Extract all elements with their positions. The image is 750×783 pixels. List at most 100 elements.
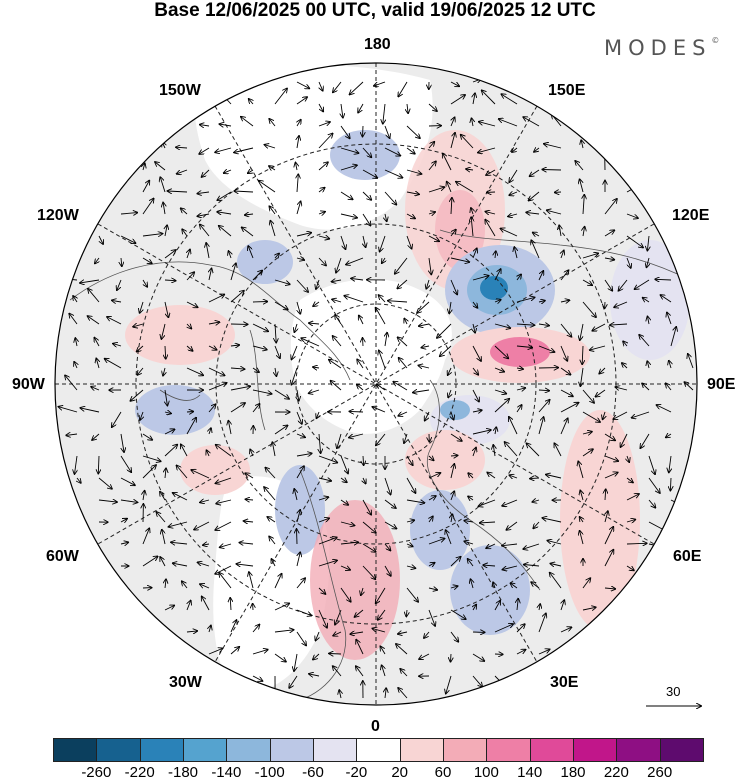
wind-arrow xyxy=(217,212,232,214)
wind-arrow xyxy=(197,192,210,194)
wind-arrow xyxy=(294,489,297,501)
wind-arrow xyxy=(164,301,168,317)
wind-arrow xyxy=(604,550,613,567)
wind-arrow xyxy=(494,399,509,413)
wind-arrow xyxy=(614,301,628,307)
wind-arrow xyxy=(313,367,320,368)
wind-arrow xyxy=(252,650,268,655)
wind-arrow xyxy=(75,338,77,347)
wind-arrow xyxy=(296,279,308,292)
wind-arrow xyxy=(275,323,276,343)
wind-arrow xyxy=(511,583,518,589)
wind-arrow xyxy=(318,236,329,239)
wind-arrow xyxy=(429,257,431,274)
wind-arrow xyxy=(648,499,655,508)
wind-arrow xyxy=(398,337,408,347)
wind-arrow xyxy=(398,688,408,699)
wind-arrow xyxy=(530,169,540,176)
wind-arrow xyxy=(461,135,474,149)
wind-arrow xyxy=(156,512,166,523)
wind-arrow xyxy=(346,257,364,265)
wind-arrow xyxy=(604,279,612,291)
wind-arrow xyxy=(296,466,304,479)
wind-arrow xyxy=(406,192,419,194)
wind-arrow xyxy=(168,191,188,192)
wind-arrow xyxy=(666,434,672,437)
wind-arrow xyxy=(575,161,584,171)
colorbar-segment xyxy=(616,738,661,762)
wind-arrow xyxy=(578,461,584,479)
wind-arrow xyxy=(406,169,421,174)
wind-arrow xyxy=(173,563,188,566)
lon-label-120e: 120E xyxy=(672,207,710,224)
wind-arrow xyxy=(250,450,253,457)
colorbar-segment xyxy=(139,738,184,762)
wind-arrow xyxy=(493,445,495,457)
wind-arrow xyxy=(309,390,320,393)
wind-arrow xyxy=(296,434,305,437)
wind-arrow xyxy=(502,544,518,546)
wind-arrow xyxy=(317,411,320,418)
wind-arrow xyxy=(77,478,81,483)
wind-arrow xyxy=(340,587,351,602)
wind-arrow xyxy=(421,346,430,348)
wind-arrow xyxy=(65,375,78,391)
wind-arrow xyxy=(340,542,358,544)
wind-arrow xyxy=(294,323,297,332)
wind-arrow xyxy=(296,81,309,88)
wind-arrow xyxy=(502,499,518,506)
wind-arrow xyxy=(296,453,312,456)
wind-arrow xyxy=(169,521,188,527)
wind-arrow xyxy=(296,411,302,424)
wind-arrow xyxy=(516,624,525,633)
wind-arrow xyxy=(73,296,77,303)
wind-arrow xyxy=(374,81,386,86)
wind-arrow xyxy=(275,367,276,376)
wind-arrow xyxy=(248,246,254,259)
wind-arrow xyxy=(69,314,78,325)
wind-arrow xyxy=(446,675,452,694)
wind-arrow xyxy=(450,464,454,479)
wind-arrow xyxy=(143,164,145,171)
wind-arrow xyxy=(265,468,276,479)
wind-arrow xyxy=(340,478,347,482)
wind-arrow xyxy=(142,181,149,193)
wind-arrow xyxy=(340,455,348,473)
wind-arrow xyxy=(319,81,323,91)
lon-label-150e: 150E xyxy=(548,82,586,99)
wind-arrow xyxy=(200,225,210,237)
wind-arrow xyxy=(292,367,298,385)
wind-arrow xyxy=(265,145,276,148)
wind-arrow xyxy=(142,199,154,215)
wind-arrow xyxy=(647,257,650,267)
wind-arrow xyxy=(468,473,474,479)
wind-arrow xyxy=(362,169,377,178)
wind-arrow xyxy=(494,345,508,358)
wind-arrow xyxy=(428,212,435,214)
wind-arrow xyxy=(503,565,518,570)
wind-arrow xyxy=(388,301,408,302)
wind-arrow xyxy=(464,541,474,544)
wind-arrow xyxy=(396,644,408,655)
wind-arrow xyxy=(495,427,496,435)
wind-arrow xyxy=(340,165,357,171)
wind-arrow xyxy=(529,191,540,201)
wind-arrow xyxy=(626,478,633,483)
wind-arrow xyxy=(208,346,217,350)
wind-arrow xyxy=(450,586,458,588)
wind-arrow xyxy=(296,258,304,260)
wind-arrow xyxy=(230,368,245,369)
wind-arrow xyxy=(216,445,232,457)
wind-arrow xyxy=(398,81,408,97)
wind-arrow xyxy=(516,650,526,655)
wind-arrow xyxy=(309,674,320,676)
wind-arrow xyxy=(228,421,231,435)
wind-arrow xyxy=(404,433,407,443)
wind-arrow xyxy=(356,640,364,655)
wind-arrow xyxy=(220,544,232,547)
wind-arrow xyxy=(230,345,239,346)
wind-arrow xyxy=(200,584,210,589)
wind-arrow xyxy=(580,323,584,340)
wind-arrow xyxy=(164,606,174,611)
wind-arrow xyxy=(604,473,618,479)
